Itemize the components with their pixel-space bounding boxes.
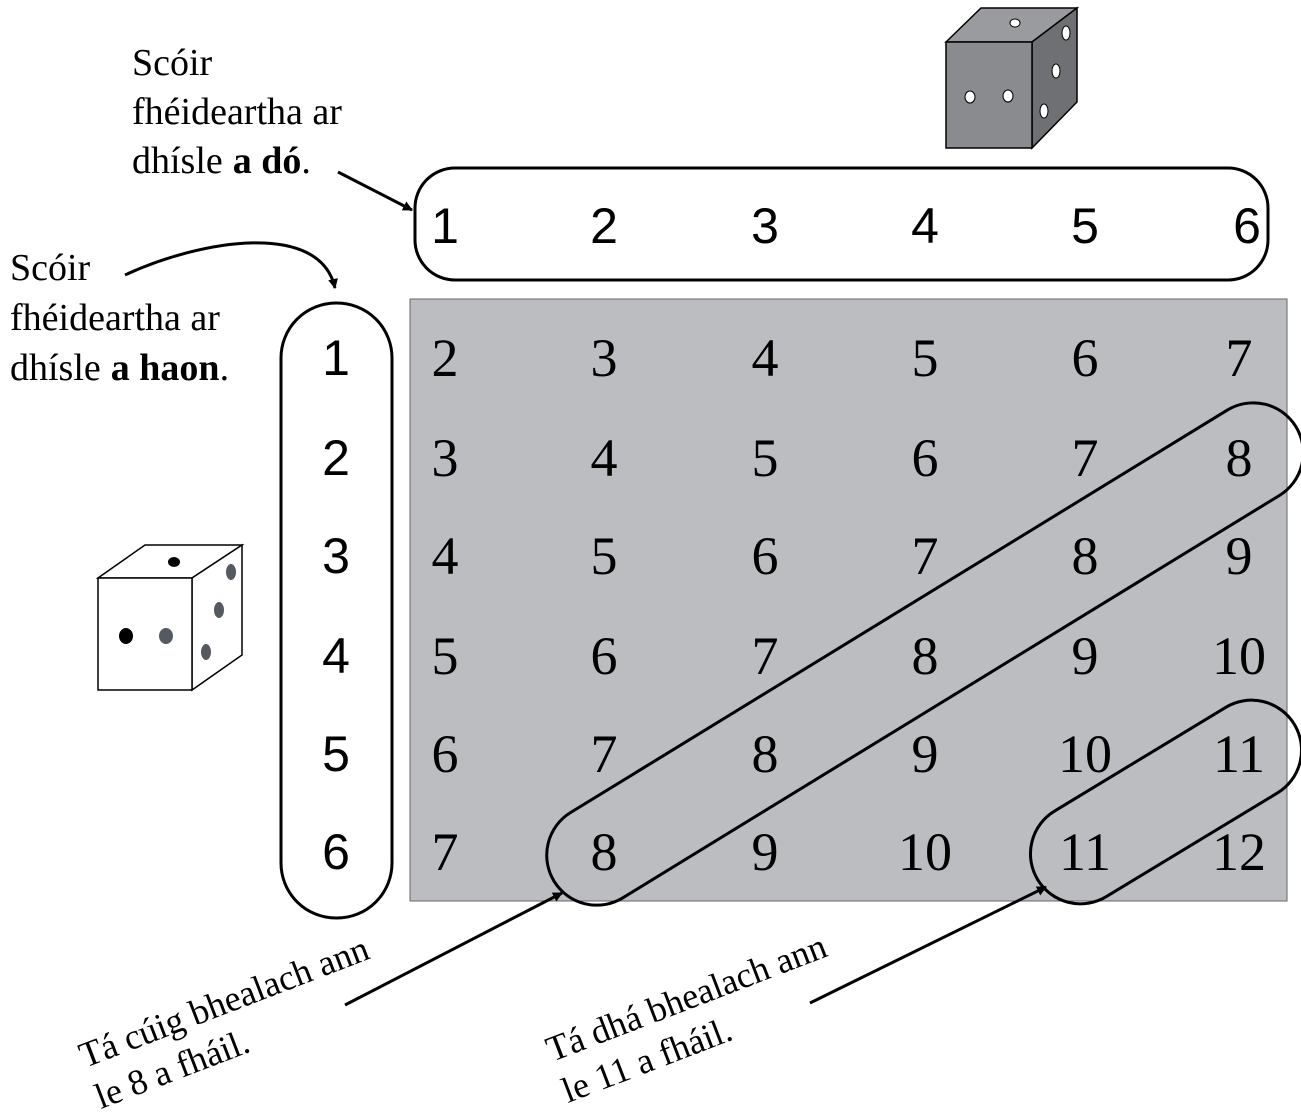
die-two <box>944 6 1080 150</box>
sum-cell: 7 <box>1226 328 1253 388</box>
sum-cell: 6 <box>1072 328 1099 388</box>
label-text: dhísle <box>132 140 223 182</box>
sum-cell: 4 <box>752 328 779 388</box>
arrow <box>344 891 563 1007</box>
arrow <box>124 241 338 289</box>
sum-cell: 4 <box>432 526 459 586</box>
sum-cell: 8 <box>1226 428 1253 488</box>
arrow <box>337 170 413 212</box>
annotation: Tá cúig bhealach ann le 8 a fháil. <box>74 928 375 1116</box>
top-label-line: dhísle a dó. <box>132 140 311 182</box>
column-header: 1 <box>431 198 459 254</box>
sum-grid <box>409 298 1288 902</box>
sum-cell: 7 <box>912 526 939 586</box>
label-text: . <box>220 347 230 389</box>
sum-cell: 11 <box>1059 822 1111 882</box>
loop-eight <box>545 401 1301 907</box>
sum-cell: 5 <box>752 428 779 488</box>
column-header: 6 <box>1233 198 1261 254</box>
sum-cell: 9 <box>752 822 779 882</box>
top-label-line: fhéideartha ar <box>132 91 342 133</box>
column-header: 4 <box>911 198 939 254</box>
sum-cell: 8 <box>912 626 939 686</box>
row-header: 4 <box>322 628 350 684</box>
sum-cell: 10 <box>1212 626 1266 686</box>
loop-eleven <box>1028 698 1301 906</box>
row-header: 1 <box>322 330 350 386</box>
row-header: 3 <box>322 528 350 584</box>
label-text: dhísle <box>10 347 101 389</box>
sum-cell: 11 <box>1213 724 1265 784</box>
sum-cell: 6 <box>432 724 459 784</box>
column-header: 2 <box>590 198 618 254</box>
label-text: . <box>301 140 311 182</box>
column-header: 5 <box>1071 198 1099 254</box>
left-label-line: dhísle a haon. <box>10 347 229 389</box>
row-header: 6 <box>322 824 350 880</box>
label-bold: a haon <box>111 347 220 389</box>
sum-cell: 6 <box>912 428 939 488</box>
sum-cell: 9 <box>1072 626 1099 686</box>
sum-cell: 5 <box>912 328 939 388</box>
sum-cell: 5 <box>591 526 618 586</box>
top-label-line: Scóir <box>132 42 213 84</box>
sum-cell: 8 <box>1072 526 1099 586</box>
label-bold: a dó <box>233 140 302 182</box>
sum-cell: 3 <box>432 428 459 488</box>
sum-cell: 9 <box>1226 526 1253 586</box>
die-one <box>95 543 245 692</box>
arrow <box>809 885 1047 1005</box>
sum-cell: 7 <box>432 822 459 882</box>
sum-cell: 8 <box>752 724 779 784</box>
row-header-box <box>279 301 394 920</box>
sum-cell: 7 <box>752 626 779 686</box>
column-header-box <box>413 166 1270 282</box>
row-header: 5 <box>322 726 350 782</box>
sum-cell: 10 <box>898 822 952 882</box>
sum-cell: 7 <box>591 724 618 784</box>
sum-cell: 2 <box>432 328 459 388</box>
sum-cell: 7 <box>1072 428 1099 488</box>
sum-cell: 5 <box>432 626 459 686</box>
row-header: 2 <box>322 430 350 486</box>
annotation: Tá dhá bhealach ann le 11 a fháil. <box>541 926 832 1111</box>
sum-cell: 12 <box>1212 822 1266 882</box>
sum-cell: 4 <box>591 428 618 488</box>
sum-cell: 8 <box>591 822 618 882</box>
sum-cell: 10 <box>1058 724 1112 784</box>
sum-cell: 6 <box>591 626 618 686</box>
sum-cell: 6 <box>752 526 779 586</box>
left-label-line: fhéideartha ar <box>10 297 220 339</box>
left-label-line: Scóir <box>10 247 91 289</box>
sum-cell: 9 <box>912 724 939 784</box>
sum-cell: 3 <box>591 328 618 388</box>
column-header: 3 <box>751 198 779 254</box>
